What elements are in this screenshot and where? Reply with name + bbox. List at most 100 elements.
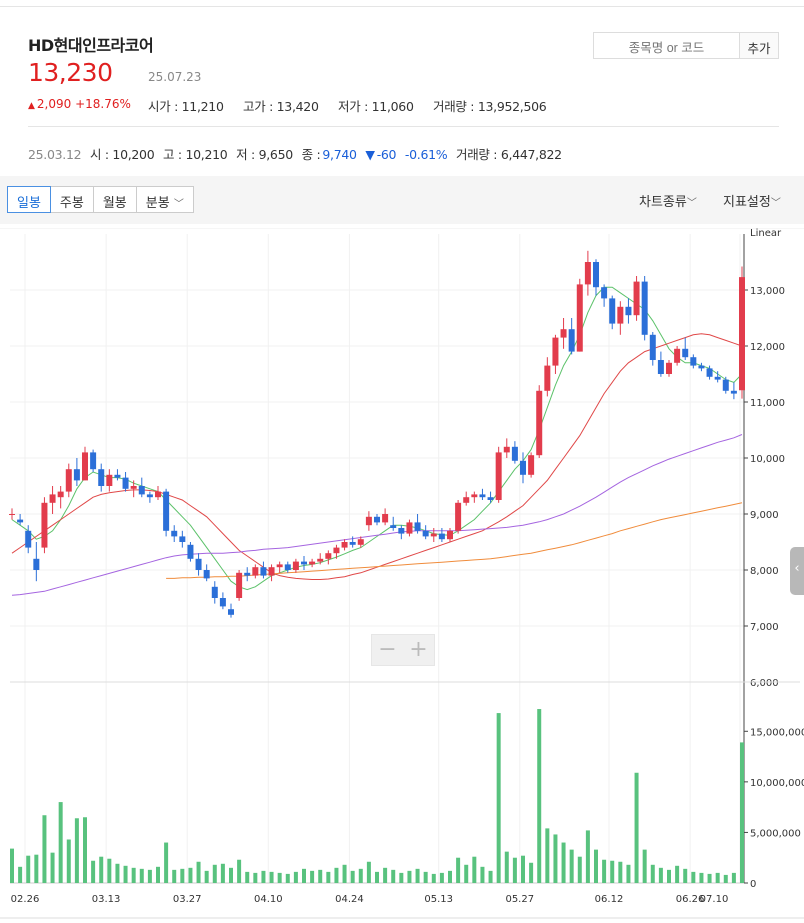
volume-bar: [350, 870, 355, 883]
candle-body: [82, 452, 88, 481]
candle-body: [406, 522, 413, 534]
volume-bar: [731, 872, 736, 883]
candle-body: [260, 567, 267, 576]
x-tick-label: 02.26: [11, 894, 40, 905]
hover-diff: -60: [376, 147, 397, 162]
candle-body: [536, 390, 543, 456]
zoom-out-button[interactable]: −: [378, 637, 397, 662]
volume-bar: [139, 868, 144, 883]
volume-bar: [147, 869, 152, 883]
volume-bar: [83, 817, 87, 883]
volume-bar: [261, 870, 266, 883]
volume-bar: [456, 857, 461, 883]
volume-bar: [407, 870, 412, 883]
candle-body: [236, 572, 243, 598]
price-volume-chart[interactable]: 6,000 7,000 8,000 9,000 10,000 11,000 12,000 13…: [0, 227, 804, 923]
volume-bar: [553, 834, 558, 883]
volume-bar: [269, 871, 274, 883]
volume-bar: [66, 839, 71, 883]
volume-bar: [318, 869, 323, 883]
hover-ohlc-row: 25.03.12 시 : 10,200 고 : 10,210 저 : 9,650…: [28, 144, 567, 163]
price-change: ▲ 2,090 +18.76%: [28, 97, 131, 111]
candle-body: [698, 365, 705, 369]
x-tick-label: 03.27: [173, 894, 202, 905]
hover-close-label: 종 :: [301, 147, 321, 162]
volume-bar: [156, 866, 160, 883]
volume-bar: [285, 873, 290, 883]
volume-bar: [610, 860, 615, 883]
candle-body: [674, 348, 681, 363]
candle-body: [430, 533, 437, 537]
volume-bar: [277, 872, 282, 883]
side-panel-toggle[interactable]: ‹: [790, 547, 804, 595]
add-button[interactable]: 추가: [739, 32, 779, 59]
volume-bar: [472, 856, 477, 883]
candle-body: [187, 544, 194, 559]
volume-bar: [577, 856, 582, 883]
candle-body: [617, 306, 624, 324]
candle-body: [398, 528, 405, 534]
low-price: 저가 : 11,060: [338, 99, 414, 114]
volume-bar: [74, 818, 79, 883]
candle-body: [722, 379, 729, 391]
candle-body: [130, 486, 137, 489]
scale-label: Linear: [750, 228, 782, 239]
chart-type-button[interactable]: 차트종류﹀: [639, 191, 697, 210]
chevron-down-icon: ﹀: [770, 198, 781, 209]
candle-body: [584, 262, 591, 285]
indicator-settings-button[interactable]: 지표설정﹀: [723, 191, 781, 210]
candle-body: [211, 586, 218, 598]
volume-bar: [715, 872, 720, 883]
candle-body: [195, 558, 202, 570]
current-price: 13,230: [28, 58, 113, 87]
volume-bar: [18, 866, 23, 883]
candle-body: [568, 329, 575, 352]
volume-bar: [431, 873, 436, 883]
tab-monthly[interactable]: 월봉: [92, 186, 137, 213]
candle-body: [65, 469, 72, 492]
candle-body: [284, 564, 291, 570]
candle-body: [9, 514, 15, 515]
hover-volume: 거래량 : 6,447,822: [456, 147, 562, 162]
candle-body: [682, 348, 689, 358]
volume-bar: [480, 866, 485, 883]
volume-bar: [172, 869, 177, 883]
volume-bar: [650, 864, 655, 883]
tab-minute[interactable]: 분봉 ﹀: [135, 186, 194, 213]
volume-bar: [180, 868, 185, 883]
chevron-down-icon: ﹀: [686, 198, 697, 209]
tab-daily[interactable]: 일봉: [7, 186, 51, 213]
candle-body: [171, 530, 178, 537]
candle-body: [374, 516, 380, 523]
candle-body: [739, 277, 745, 391]
zoom-in-button[interactable]: +: [409, 637, 428, 662]
volume-bar: [439, 872, 444, 883]
chart-area[interactable]: 6,000 7,000 8,000 9,000 10,000 11,000 12,000 13…: [0, 227, 804, 923]
candle-body: [560, 329, 567, 338]
volume-tick-label: 10,000,000: [750, 778, 804, 789]
candle-body: [228, 609, 234, 615]
volume-bar: [448, 870, 452, 883]
stock-search-input[interactable]: [593, 32, 740, 59]
volume-bar: [366, 861, 371, 883]
candle-body: [333, 547, 340, 554]
volume-bar: [334, 867, 339, 883]
candle-body: [487, 497, 494, 500]
candle-body: [382, 514, 389, 523]
y-tick-label: 12,000: [750, 342, 785, 353]
tab-weekly[interactable]: 주봉: [49, 186, 94, 213]
volume-bar: [561, 842, 566, 883]
candle-body: [601, 287, 608, 299]
volume-bar: [723, 874, 728, 883]
chevron-down-icon: ﹀: [173, 199, 184, 210]
volume-bar: [310, 870, 315, 883]
volume-bar: [164, 842, 169, 883]
candle-body: [114, 474, 121, 478]
candle-body: [576, 284, 583, 352]
volume-bar: [626, 864, 631, 883]
volume-bar: [545, 828, 550, 883]
hover-low: 저 : 9,650: [236, 147, 293, 162]
candle-body: [357, 539, 364, 545]
x-tick-label: 03.13: [92, 894, 121, 905]
volume-bar: [642, 849, 647, 883]
